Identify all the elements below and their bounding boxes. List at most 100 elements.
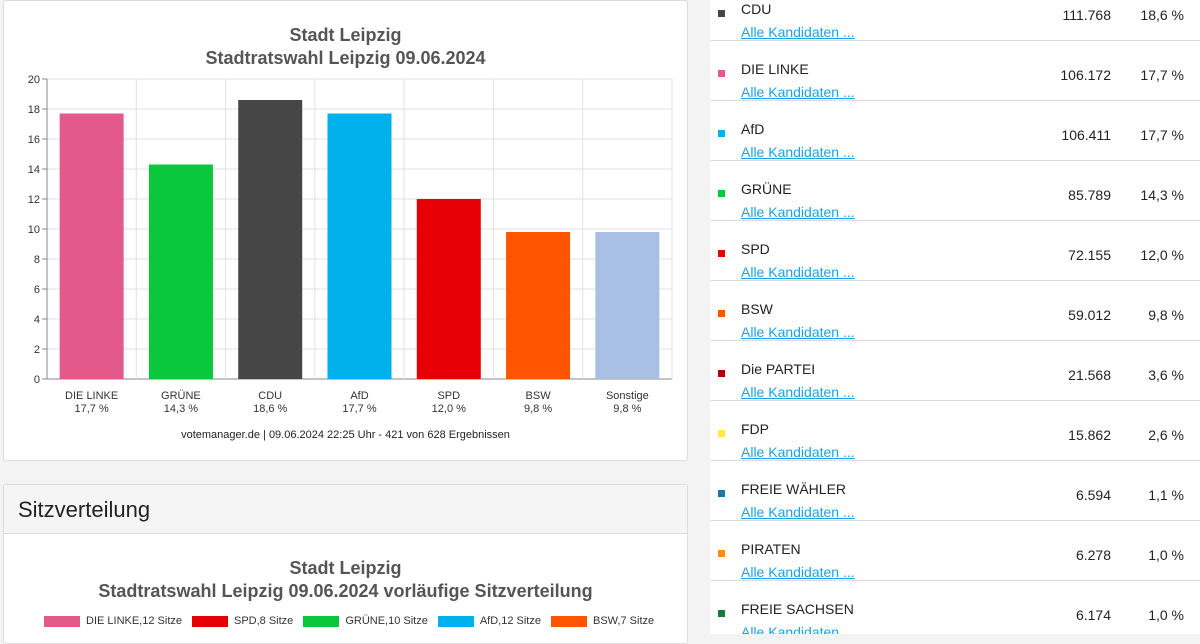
table-row: GRÜNE Alle Kandidaten ... 85.789 14,3 %	[710, 161, 1200, 221]
x-tick-label: SPD	[437, 390, 460, 402]
party-votes: 85.789	[1068, 187, 1111, 203]
chart-footer: votemanager.de | 09.06.2024 22:25 Uhr - …	[181, 429, 510, 441]
table-row: FREIE WÄHLER Alle Kandidaten ... 6.594 1,1 …	[710, 461, 1200, 521]
y-tick-label: 8	[34, 254, 40, 266]
table-row: PIRATEN Alle Kandidaten ... 6.278 1,0 %	[710, 521, 1200, 581]
seats-legend-item: BSW,7 Sitze	[550, 615, 655, 627]
all-candidates-link[interactable]: Alle Kandidaten ...	[741, 144, 855, 160]
table-row: FDP Alle Kandidaten ... 15.862 2,6 %	[710, 401, 1200, 461]
seats-legend-item: SPD,8 Sitze	[192, 615, 293, 627]
y-tick-label: 4	[34, 314, 40, 326]
all-candidates-link[interactable]: Alle Kandidaten ...	[741, 264, 855, 280]
party-votes: 6.594	[1075, 487, 1111, 503]
all-candidates-link[interactable]: Alle Kandidaten ...	[741, 204, 855, 220]
party-name: CDU	[741, 1, 772, 17]
x-tick-label: AfD	[350, 390, 368, 402]
legend-label: BSW,7 Sitze	[592, 615, 655, 627]
party-color-swatch	[718, 70, 725, 77]
party-votes: 6.174	[1075, 607, 1111, 623]
party-color-swatch	[718, 370, 725, 377]
party-votes: 106.172	[1060, 67, 1111, 83]
all-candidates-link[interactable]: Alle Kandidaten ...	[741, 84, 855, 100]
party-votes: 59.012	[1068, 307, 1111, 323]
legend-label: SPD,8 Sitze	[234, 615, 294, 627]
party-percent: 17,7 %	[1140, 127, 1184, 143]
table-row: DIE LINKE Alle Kandidaten ... 106.172 17,7 …	[710, 41, 1200, 101]
party-color-swatch	[718, 190, 725, 197]
legend-swatch	[303, 615, 340, 627]
party-name: FREIE SACHSEN	[741, 601, 854, 617]
party-color-swatch	[718, 430, 725, 437]
legend-label: AfD,12 Sitze	[479, 615, 541, 627]
chart-subtitle: Stadtratswahl Leipzig 09.06.2024	[205, 48, 486, 68]
all-candidates-link[interactable]: Alle Kandidaten ...	[741, 384, 855, 400]
table-row: FREIE SACHSEN Alle Kandidaten ... 6.174 1,0…	[710, 581, 1200, 634]
party-color-swatch	[718, 250, 725, 257]
party-votes: 15.862	[1068, 427, 1111, 443]
y-tick-label: 14	[28, 164, 40, 176]
party-name: AfD	[741, 121, 765, 137]
x-tick-label: DIE LINKE	[65, 390, 118, 402]
all-candidates-link[interactable]: Alle Kandidaten ...	[741, 444, 855, 460]
bar-die-linke	[59, 113, 124, 379]
seat-distribution-panel: Sitzverteilung Stadt Leipzig Stadtratswa…	[3, 484, 688, 644]
seats-legend-item: GRÜNE,10 Sitze	[303, 615, 428, 627]
y-tick-label: 18	[28, 104, 40, 116]
y-tick-label: 10	[28, 224, 40, 236]
bar-gr-ne	[148, 164, 213, 379]
legend-swatch	[550, 615, 587, 627]
all-candidates-link[interactable]: Alle Kandidaten ...	[741, 624, 855, 634]
bar-value-label: 17,7 %	[75, 403, 109, 415]
party-percent: 17,7 %	[1140, 67, 1184, 83]
table-row: SPD Alle Kandidaten ... 72.155 12,0 %	[710, 221, 1200, 281]
party-percent: 2,6 %	[1148, 427, 1184, 443]
bar-value-label: 9,8 %	[524, 403, 552, 415]
x-tick-label: Sonstige	[606, 390, 649, 402]
all-candidates-link[interactable]: Alle Kandidaten ...	[741, 504, 855, 520]
table-row: Die PARTEI Alle Kandidaten ... 21.568 3,6 %	[710, 341, 1200, 401]
table-row: BSW Alle Kandidaten ... 59.012 9,8 %	[710, 281, 1200, 341]
party-name: BSW	[741, 301, 773, 317]
party-percent: 1,0 %	[1148, 607, 1184, 623]
party-votes: 6.278	[1075, 547, 1111, 563]
all-candidates-link[interactable]: Alle Kandidaten ...	[741, 324, 855, 340]
bar-value-label: 12,0 %	[432, 403, 466, 415]
y-tick-label: 6	[34, 284, 40, 296]
party-color-swatch	[718, 10, 725, 17]
bar-sonstige	[595, 232, 660, 379]
results-table: CDU Alle Kandidaten ... 111.768 18,6 % DIE L…	[710, 0, 1200, 634]
party-name: FDP	[741, 421, 769, 437]
party-name: GRÜNE	[741, 181, 792, 197]
legend-label: DIE LINKE,12 Sitze	[86, 615, 182, 627]
party-percent: 1,1 %	[1148, 487, 1184, 503]
bar-afd	[327, 113, 392, 379]
party-percent: 1,0 %	[1148, 547, 1184, 563]
party-color-swatch	[718, 490, 725, 497]
column-gap	[704, 0, 710, 634]
party-color-swatch	[718, 130, 725, 137]
party-percent: 12,0 %	[1140, 247, 1184, 263]
all-candidates-link[interactable]: Alle Kandidaten ...	[741, 24, 855, 40]
party-votes: 111.768	[1062, 7, 1111, 23]
bar-cdu	[238, 100, 303, 379]
bar-bsw	[506, 232, 571, 379]
y-tick-label: 2	[34, 344, 40, 356]
y-tick-label: 16	[28, 134, 40, 146]
legend-swatch	[437, 615, 474, 627]
x-tick-label: BSW	[526, 390, 552, 402]
all-candidates-link[interactable]: Alle Kandidaten ...	[741, 564, 855, 580]
bar-value-label: 18,6 %	[253, 403, 287, 415]
party-votes: 21.568	[1068, 367, 1111, 383]
seat-distribution-header: Sitzverteilung	[4, 485, 687, 534]
party-name: Die PARTEI	[741, 361, 816, 377]
party-name: PIRATEN	[741, 541, 801, 557]
table-row: AfD Alle Kandidaten ... 106.411 17,7 %	[710, 101, 1200, 161]
party-votes: 72.155	[1068, 247, 1111, 263]
seats-chart-subtitle: Stadtratswahl Leipzig 09.06.2024 vorläuf…	[98, 581, 593, 601]
party-name: DIE LINKE	[741, 61, 809, 77]
y-tick-label: 0	[34, 374, 40, 386]
legend-swatch	[192, 615, 228, 627]
party-percent: 14,3 %	[1140, 187, 1184, 203]
seats-chart-title: Stadt Leipzig	[289, 558, 402, 578]
